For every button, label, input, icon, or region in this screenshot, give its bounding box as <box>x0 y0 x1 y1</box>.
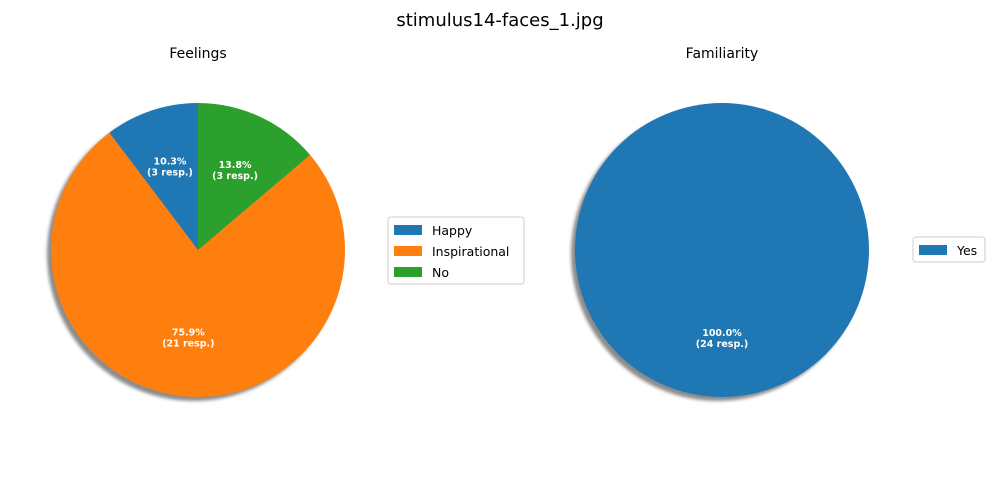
feelings-legend-label-happy: Happy <box>432 223 473 238</box>
feelings-legend-label-no: No <box>432 265 449 280</box>
familiarity-legend-label-yes: Yes <box>956 243 977 258</box>
feelings-chart: Feelings 10.3% (3 resp.) 75.9% (21 resp.) 13… <box>47 46 525 401</box>
feelings-legend-swatch-happy <box>394 225 422 235</box>
familiarity-slice-label-yes: 100.0% (24 resp.) <box>696 328 748 350</box>
familiarity-slice-yes <box>575 103 869 397</box>
feelings-legend: Happy Inspirational No <box>387 216 525 285</box>
feelings-slice-label-no: 13.8% (3 resp.) <box>212 160 258 182</box>
feelings-title: Feelings <box>169 46 226 62</box>
familiarity-title: Familiarity <box>686 46 759 62</box>
familiarity-legend-frame <box>912 236 986 263</box>
feelings-slice-happy <box>109 103 198 250</box>
familiarity-legend: Yes <box>912 236 986 263</box>
familiarity-pie: 100.0% (24 resp.) <box>571 103 869 401</box>
feelings-slice-no <box>198 103 311 250</box>
feelings-slice-inspirational <box>51 132 346 397</box>
feelings-legend-swatch-no <box>394 267 422 277</box>
familiarity-chart: Familiarity 100.0% (24 resp.) Yes <box>571 46 986 401</box>
feelings-slice-label-happy: 10.3% (3 resp.) <box>147 156 193 178</box>
figure-title: stimulus14-faces_1.jpg <box>396 10 603 31</box>
feelings-pie: 10.3% (3 resp.) 75.9% (21 resp.) 13.8% (3 res… <box>47 103 346 401</box>
feelings-legend-swatch-inspirational <box>394 246 422 256</box>
feelings-slice-label-inspirational: 75.9% (21 resp.) <box>162 328 214 350</box>
familiarity-legend-swatch-yes <box>919 245 947 255</box>
feelings-legend-label-inspirational: Inspirational <box>432 244 509 259</box>
